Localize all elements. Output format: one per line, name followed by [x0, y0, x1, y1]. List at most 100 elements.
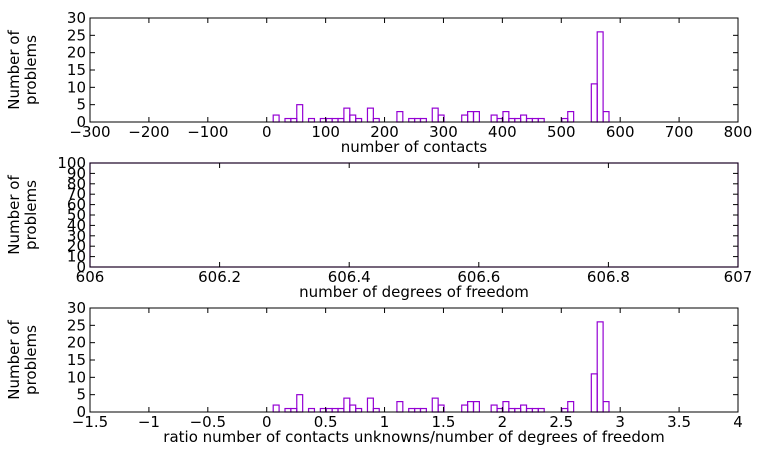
x-tick-label: 607: [724, 268, 753, 286]
histogram-bar: [307, 407, 316, 413]
histogram-bar: [531, 117, 539, 123]
y-axis-title-line: problems: [22, 180, 40, 250]
histogram-panel-3: −1.5 −1 −0.5 0 0.5 1 1.5 2 2.5 3 3.5 4051015202530r…: [5, 299, 743, 446]
x-tick-label: 0: [262, 123, 272, 141]
x-tick-label: −200: [128, 123, 169, 141]
histogram-bar: [567, 110, 575, 123]
y-tick-label: 40: [67, 216, 86, 234]
histogram-bar: [296, 104, 304, 123]
histogram-bar: [525, 117, 534, 123]
histogram-bar: [602, 401, 610, 413]
histogram-bar: [520, 404, 528, 413]
histogram-bar: [561, 117, 569, 123]
histogram-bar: [325, 407, 333, 413]
x-tick-label: −1.5: [72, 413, 108, 431]
y-axis-title-line: problems: [22, 35, 40, 105]
y-tick-label: 70: [67, 185, 86, 203]
histogram-bar: [343, 397, 351, 413]
histogram-bar: [331, 117, 339, 123]
x-tick-label: 1: [380, 413, 390, 431]
histogram-bar: [508, 407, 516, 413]
histogram-bar: [561, 407, 569, 413]
y-axis-title-line: problems: [22, 325, 40, 395]
y-tick-label: 0: [76, 403, 86, 421]
histogram-bar: [396, 401, 404, 413]
y-tick-label: 100: [57, 154, 86, 172]
histogram-bar: [419, 407, 427, 413]
histogram-bar: [307, 117, 316, 123]
histogram-bar: [520, 114, 528, 123]
histogram-bar: [508, 117, 516, 123]
x-tick-label: 200: [370, 123, 399, 141]
histogram-panel-2: 606 606.2 606.4 606.6 606.8 60701020304050607…: [5, 154, 752, 301]
y-tick-label: 90: [67, 164, 86, 182]
histogram-bar: [602, 110, 610, 123]
x-tick-label: 1.5: [432, 413, 456, 431]
x-tick-label: 606: [76, 268, 105, 286]
histogram-bar: [461, 404, 469, 413]
histogram-bar: [472, 401, 480, 413]
x-tick-label: 3.5: [667, 413, 691, 431]
plot-frame: [89, 162, 739, 268]
histogram-bar: [372, 117, 380, 123]
y-tick-label: 10: [67, 248, 86, 266]
histogram-bar: [366, 107, 374, 123]
y-tick-label: 50: [67, 206, 86, 224]
x-axis-title: ratio number of contacts unknowns/number…: [163, 428, 664, 446]
histogram-bar: [461, 114, 469, 123]
x-tick-label: 4: [733, 413, 743, 431]
y-tick-label: 0: [76, 113, 86, 131]
x-tick-label: 300: [429, 123, 458, 141]
histogram-bar: [337, 117, 345, 123]
histogram-bar: [372, 407, 380, 413]
histogram-bar: [590, 83, 598, 123]
histogram-bar: [290, 407, 298, 413]
y-tick-label: 80: [67, 175, 86, 193]
histogram-bar: [467, 401, 475, 413]
histogram-bar: [89, 162, 739, 268]
histogram-bar: [343, 107, 351, 123]
histogram-panel-1: −300 −200 −100 0 100 200 300 400 500 600 700 800051…: [5, 9, 752, 156]
y-tick-label: 15: [67, 61, 86, 79]
histogram-bar: [514, 117, 522, 123]
histogram-bar: [290, 117, 298, 123]
y-axis-title-line: Number of: [5, 320, 23, 400]
y-tick-label: 0: [76, 258, 86, 276]
x-tick-label: 0.5: [314, 413, 338, 431]
histogram-bar: [431, 397, 439, 413]
histogram-bar: [408, 407, 416, 413]
y-tick-label: 5: [76, 96, 86, 114]
histogram-bar: [349, 404, 357, 413]
y-tick-label: 10: [67, 78, 86, 96]
x-tick-label: 800: [724, 123, 753, 141]
histogram-bar: [567, 401, 575, 413]
histogram-bar: [331, 407, 339, 413]
histogram-bar: [590, 373, 598, 413]
y-tick-label: 25: [67, 26, 86, 44]
histogram-bar: [514, 407, 522, 413]
histogram-bar: [337, 407, 345, 413]
x-tick-label: 606.8: [587, 268, 630, 286]
histogram-bar: [467, 110, 475, 123]
histogram-bar: [284, 407, 292, 413]
y-tick-label: 20: [67, 237, 86, 255]
histogram-bar: [284, 117, 292, 123]
histogram-bar: [472, 110, 480, 123]
y-tick-label: 5: [76, 386, 86, 404]
histogram-bar: [325, 117, 333, 123]
histogram-bar: [525, 407, 534, 413]
x-tick-label: 400: [488, 123, 517, 141]
histogram-bar: [413, 117, 422, 123]
histogram-bar: [349, 114, 357, 123]
histogram-bar: [537, 407, 545, 413]
x-tick-label: 100: [311, 123, 340, 141]
x-tick-label: 3: [615, 413, 625, 431]
y-tick-label: 60: [67, 196, 86, 214]
histogram-bar: [502, 401, 510, 413]
y-tick-label: 25: [67, 316, 86, 334]
histogram-bar: [596, 31, 604, 123]
y-tick-label: 10: [67, 368, 86, 386]
x-tick-label: 500: [547, 123, 576, 141]
x-tick-label: −1: [138, 413, 160, 431]
